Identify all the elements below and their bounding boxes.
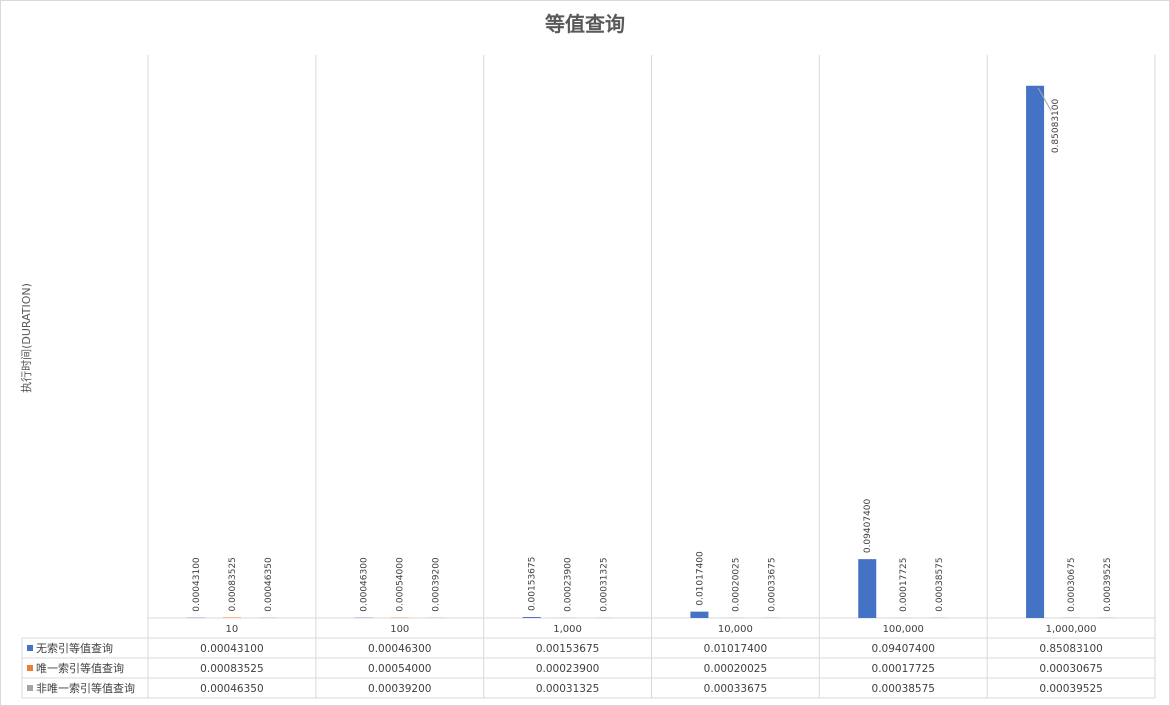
data-label: 0.00038575 bbox=[935, 557, 945, 611]
x-tick-label: 100,000 bbox=[883, 624, 924, 635]
table-cell: 0.00039200 bbox=[368, 683, 431, 695]
table-cell: 0.09407400 bbox=[872, 643, 935, 655]
table-cell: 0.00017725 bbox=[872, 663, 935, 675]
data-label: 0.00017725 bbox=[899, 557, 909, 611]
chart-title: 等值查询 bbox=[545, 12, 625, 36]
data-label-leader bbox=[1037, 87, 1052, 112]
data-label: 0.00033675 bbox=[767, 557, 777, 611]
table-cell: 0.00083525 bbox=[200, 663, 263, 675]
x-tick-label: 100 bbox=[390, 624, 409, 635]
y-axis-label: 执行时间(DURATION) bbox=[19, 283, 33, 393]
table-cell: 0.00039525 bbox=[1039, 683, 1102, 695]
table-cell: 0.85083100 bbox=[1039, 643, 1102, 655]
data-label: 0.00046300 bbox=[360, 557, 370, 612]
data-label: 0.00039200 bbox=[432, 557, 442, 612]
data-label: 0.00031325 bbox=[600, 557, 610, 611]
legend-label: 无索引等值查询 bbox=[36, 641, 113, 655]
legend-key bbox=[27, 685, 33, 691]
bar bbox=[858, 559, 877, 618]
table-cell: 0.00043100 bbox=[200, 643, 263, 655]
data-label: 0.00153675 bbox=[528, 557, 538, 611]
data-label: 0.00039525 bbox=[1103, 557, 1113, 611]
data-label: 0.00030675 bbox=[1067, 557, 1077, 611]
table-cell: 0.00046350 bbox=[200, 683, 263, 695]
table-cell: 0.00031325 bbox=[536, 683, 599, 695]
data-label: 0.00046350 bbox=[264, 557, 274, 612]
table-cell: 0.00054000 bbox=[368, 663, 431, 675]
data-label: 0.00020025 bbox=[731, 557, 741, 611]
data-label: 0.00054000 bbox=[396, 557, 406, 612]
data-label: 0.85083100 bbox=[1051, 98, 1061, 153]
x-tick-label: 10 bbox=[226, 624, 239, 635]
table-cell: 0.00023900 bbox=[536, 663, 599, 675]
legend-key bbox=[27, 645, 33, 651]
legend-label: 唯一索引等值查询 bbox=[36, 661, 124, 675]
bar bbox=[690, 611, 709, 618]
x-tick-label: 1,000,000 bbox=[1046, 624, 1097, 635]
bar bbox=[1026, 85, 1045, 619]
table-cell: 0.00038575 bbox=[872, 683, 935, 695]
table-cell: 0.00033675 bbox=[704, 683, 767, 695]
table-cell: 0.00020025 bbox=[704, 663, 767, 675]
data-label: 0.00083525 bbox=[228, 557, 238, 611]
data-label: 0.00023900 bbox=[564, 557, 574, 612]
table-cell: 0.01017400 bbox=[704, 643, 767, 655]
table-cell: 0.00030675 bbox=[1039, 663, 1102, 675]
plot-area: 10 100 1,000 10,000 100,000 1,000,000 0.000431… bbox=[21, 55, 1156, 699]
data-label: 0.01017400 bbox=[695, 551, 705, 606]
table-cell: 0.00153675 bbox=[536, 643, 599, 655]
x-tick-label: 10,000 bbox=[718, 624, 753, 635]
table-cell: 0.00046300 bbox=[368, 643, 431, 655]
legend-key bbox=[27, 665, 33, 671]
bar bbox=[222, 617, 241, 618]
legend-label: 非唯一索引等值查询 bbox=[36, 681, 135, 695]
x-tick-label: 1,000 bbox=[553, 624, 582, 635]
data-label: 0.09407400 bbox=[863, 498, 873, 553]
bar bbox=[522, 617, 541, 618]
data-label: 0.00043100 bbox=[192, 557, 202, 612]
